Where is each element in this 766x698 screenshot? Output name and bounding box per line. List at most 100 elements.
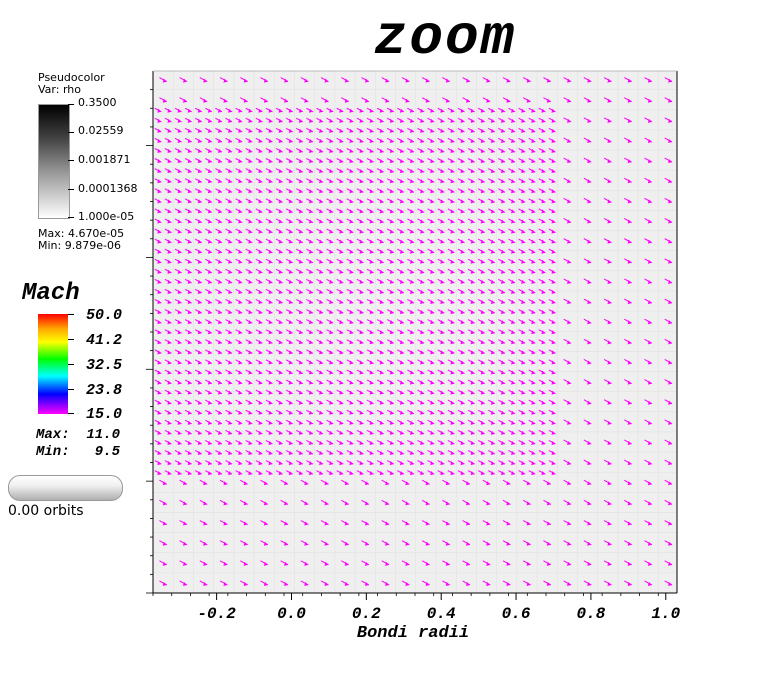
velocity-arrow-head (217, 249, 222, 254)
velocity-arrow-head (567, 400, 572, 405)
velocity-arrow-head (248, 108, 253, 113)
velocity-arrow-head (157, 118, 162, 123)
velocity-arrow-head (470, 430, 475, 435)
velocity-arrow-head (268, 239, 273, 244)
velocity-arrow-head (521, 451, 526, 456)
velocity-arrow-head (238, 138, 243, 143)
velocity-arrow-head (420, 320, 425, 325)
velocity-arrow-head (500, 350, 505, 355)
velocity-arrow-head (268, 330, 273, 335)
velocity-arrow-head (647, 561, 652, 566)
velocity-arrow-head (319, 189, 324, 194)
velocity-arrow-head (450, 300, 455, 305)
velocity-arrow-head (500, 310, 505, 315)
velocity-arrow-head (207, 219, 212, 224)
velocity-arrow-head (420, 440, 425, 445)
velocity-arrow-head (197, 400, 202, 405)
velocity-arrow-head (551, 149, 556, 154)
velocity-arrow-head (567, 541, 572, 546)
velocity-arrow-head (430, 410, 435, 415)
velocity-arrow-head (409, 320, 414, 325)
velocity-arrow-head (420, 279, 425, 284)
velocity-arrow-head (385, 541, 390, 546)
velocity-arrow-head (490, 390, 495, 395)
velocity-arrow-head (440, 330, 445, 335)
velocity-arrow-head (177, 229, 182, 234)
velocity-arrow-head (359, 289, 364, 294)
velocity-arrow-head (364, 541, 369, 546)
velocity-arrow-head (258, 390, 263, 395)
velocity-arrow-head (329, 340, 334, 345)
velocity-arrow-head (268, 169, 273, 174)
velocity-arrow-head (197, 269, 202, 274)
velocity-arrow-head (228, 310, 233, 315)
velocity-arrow-head (278, 340, 283, 345)
velocity-arrow-head (465, 581, 470, 586)
velocity-arrow-head (197, 310, 202, 315)
velocity-arrow-head (445, 78, 450, 83)
velocity-arrow-head (349, 330, 354, 335)
velocity-arrow-head (324, 78, 329, 83)
velocity-arrow-head (304, 521, 309, 526)
velocity-arrow-head (369, 320, 374, 325)
rho-tick-label: 0.02559 (78, 124, 124, 137)
velocity-arrow-head (238, 370, 243, 375)
velocity-arrow-head (359, 440, 364, 445)
velocity-arrow-head (500, 159, 505, 164)
velocity-arrow-head (308, 330, 313, 335)
velocity-arrow-head (308, 420, 313, 425)
velocity-arrow-head (238, 149, 243, 154)
velocity-arrow-head (531, 118, 536, 123)
velocity-arrow-head (647, 98, 652, 103)
velocity-arrow-head (359, 370, 364, 375)
velocity-arrow-head (420, 350, 425, 355)
velocity-arrow-head (607, 118, 612, 123)
velocity-arrow-head (177, 370, 182, 375)
velocity-arrow-head (430, 370, 435, 375)
velocity-arrow-head (329, 380, 334, 385)
velocity-arrow-head (409, 370, 414, 375)
velocity-arrow-head (324, 561, 329, 566)
velocity-arrow-head (440, 239, 445, 244)
velocity-arrow-head (207, 269, 212, 274)
velocity-arrow-head (157, 229, 162, 234)
velocity-arrow-head (243, 501, 248, 506)
velocity-arrow-head (359, 189, 364, 194)
velocity-arrow-head (187, 380, 192, 385)
velocity-arrow-head (440, 138, 445, 143)
velocity-arrow-head (278, 108, 283, 113)
velocity-arrow-head (521, 128, 526, 133)
velocity-arrow-head (420, 310, 425, 315)
velocity-arrow-head (298, 159, 303, 164)
velocity-arrow-head (440, 169, 445, 174)
velocity-arrow-head (349, 138, 354, 143)
velocity-arrow-head (379, 269, 384, 274)
velocity-arrow-head (647, 360, 652, 365)
velocity-arrow-head (541, 451, 546, 456)
velocity-arrow-head (238, 330, 243, 335)
velocity-arrow-head (470, 269, 475, 274)
velocity-arrow-head (445, 561, 450, 566)
velocity-arrow-head (364, 78, 369, 83)
velocity-arrow-head (369, 300, 374, 305)
velocity-arrow-head (349, 451, 354, 456)
velocity-arrow-head (567, 340, 572, 345)
velocity-arrow-head (500, 289, 505, 294)
velocity-arrow-head (470, 209, 475, 214)
time-slider[interactable] (8, 475, 123, 501)
velocity-arrow-head (187, 451, 192, 456)
velocity-arrow-head (511, 289, 516, 294)
velocity-arrow-head (339, 138, 344, 143)
velocity-arrow-head (567, 461, 572, 466)
velocity-arrow-head (490, 209, 495, 214)
velocity-arrow-head (177, 169, 182, 174)
velocity-arrow-head (217, 310, 222, 315)
velocity-arrow-head (248, 400, 253, 405)
velocity-arrow-head (587, 259, 592, 264)
velocity-arrow-head (288, 350, 293, 355)
velocity-arrow-head (607, 320, 612, 325)
velocity-arrow-head (187, 430, 192, 435)
velocity-arrow-head (359, 430, 364, 435)
velocity-arrow-head (389, 199, 394, 204)
velocity-arrow-head (409, 138, 414, 143)
